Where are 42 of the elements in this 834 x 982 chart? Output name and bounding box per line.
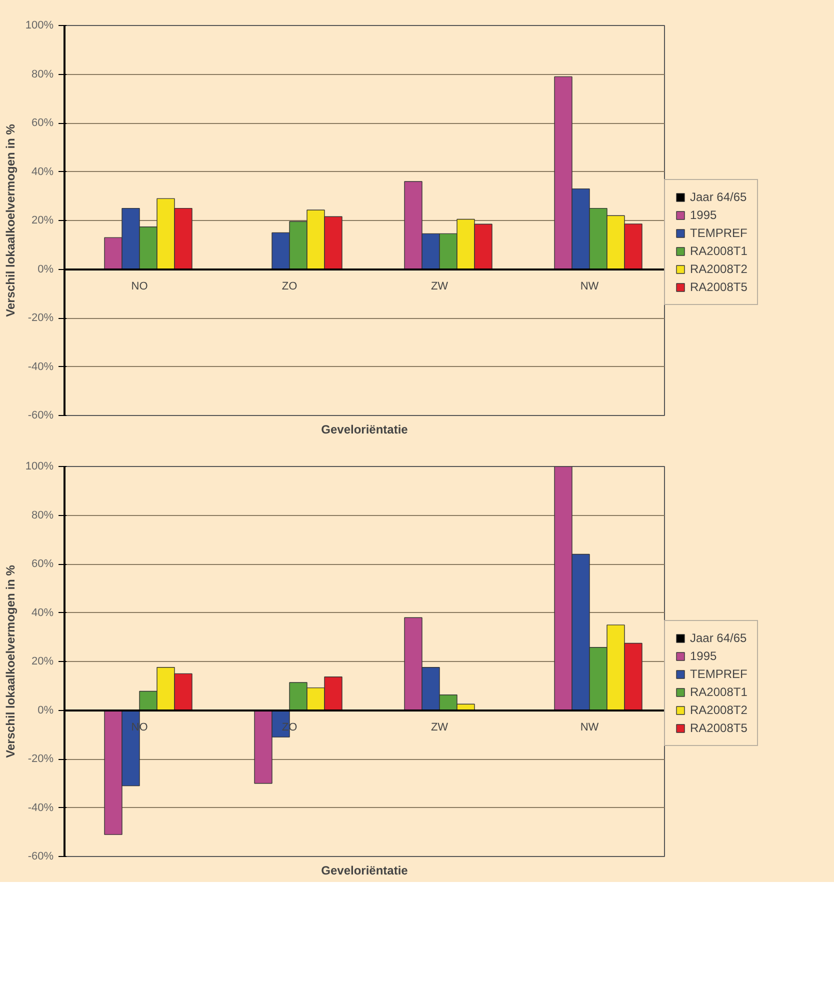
legend-label: RA2008T2 — [690, 703, 748, 717]
y-tick-label: 0% — [38, 263, 54, 276]
legend-label: RA2008T1 — [690, 244, 748, 258]
legend-label: Jaar 64/65 — [690, 190, 747, 204]
y-tick-label: 80% — [31, 68, 54, 80]
x-axis-title: Geveloriëntatie — [321, 864, 408, 878]
y-tick-label: 60% — [31, 117, 54, 129]
y-tick-label: -40% — [28, 360, 54, 373]
y-tick-label: 60% — [31, 558, 54, 570]
x-axis-title: Geveloriëntatie — [321, 422, 408, 436]
legend-label: RA2008T2 — [690, 262, 748, 276]
y-tick-label: 100% — [25, 460, 54, 472]
y-axis-title: Verschil lokaalkoelvermogen in % — [3, 564, 18, 758]
x-tick-label: NO — [131, 721, 148, 734]
y-tick-label: -60% — [28, 850, 54, 862]
y-tick-label: 80% — [31, 509, 54, 522]
y-tick-label: 40% — [31, 606, 54, 619]
x-tick-label: ZO — [282, 280, 298, 292]
y-tick-label: 0% — [38, 704, 54, 716]
legend-label: TEMPREF — [690, 226, 748, 240]
legend-label: RA2008T1 — [690, 685, 748, 699]
y-tick-label: -40% — [28, 802, 54, 814]
y-tick-label: -20% — [28, 753, 54, 765]
legend-label: RA2008T5 — [690, 280, 748, 294]
x-tick-label: ZW — [430, 721, 449, 734]
y-tick-label: 20% — [31, 214, 54, 226]
legend-label: 1995 — [690, 649, 717, 663]
y-tick-label: 40% — [31, 166, 54, 178]
x-tick-label: NW — [580, 721, 600, 734]
legend-label: 1995 — [690, 208, 717, 222]
legend-label: TEMPREF — [690, 667, 748, 681]
y-tick-label: 20% — [31, 656, 54, 668]
x-tick-label: NW — [580, 280, 600, 292]
y-tick-label: -20% — [28, 312, 54, 324]
y-axis-title: Verschil lokaalkoelvermogen in % — [3, 124, 18, 317]
y-tick-label: -60% — [28, 410, 54, 422]
x-tick-label: NO — [131, 280, 148, 292]
y-tick-label: 100% — [25, 20, 54, 32]
x-tick-label: ZW — [430, 280, 449, 292]
legend-label: Jaar 64/65 — [690, 631, 747, 645]
x-tick-label: ZO — [282, 721, 298, 734]
legend-label: RA2008T5 — [690, 721, 748, 735]
